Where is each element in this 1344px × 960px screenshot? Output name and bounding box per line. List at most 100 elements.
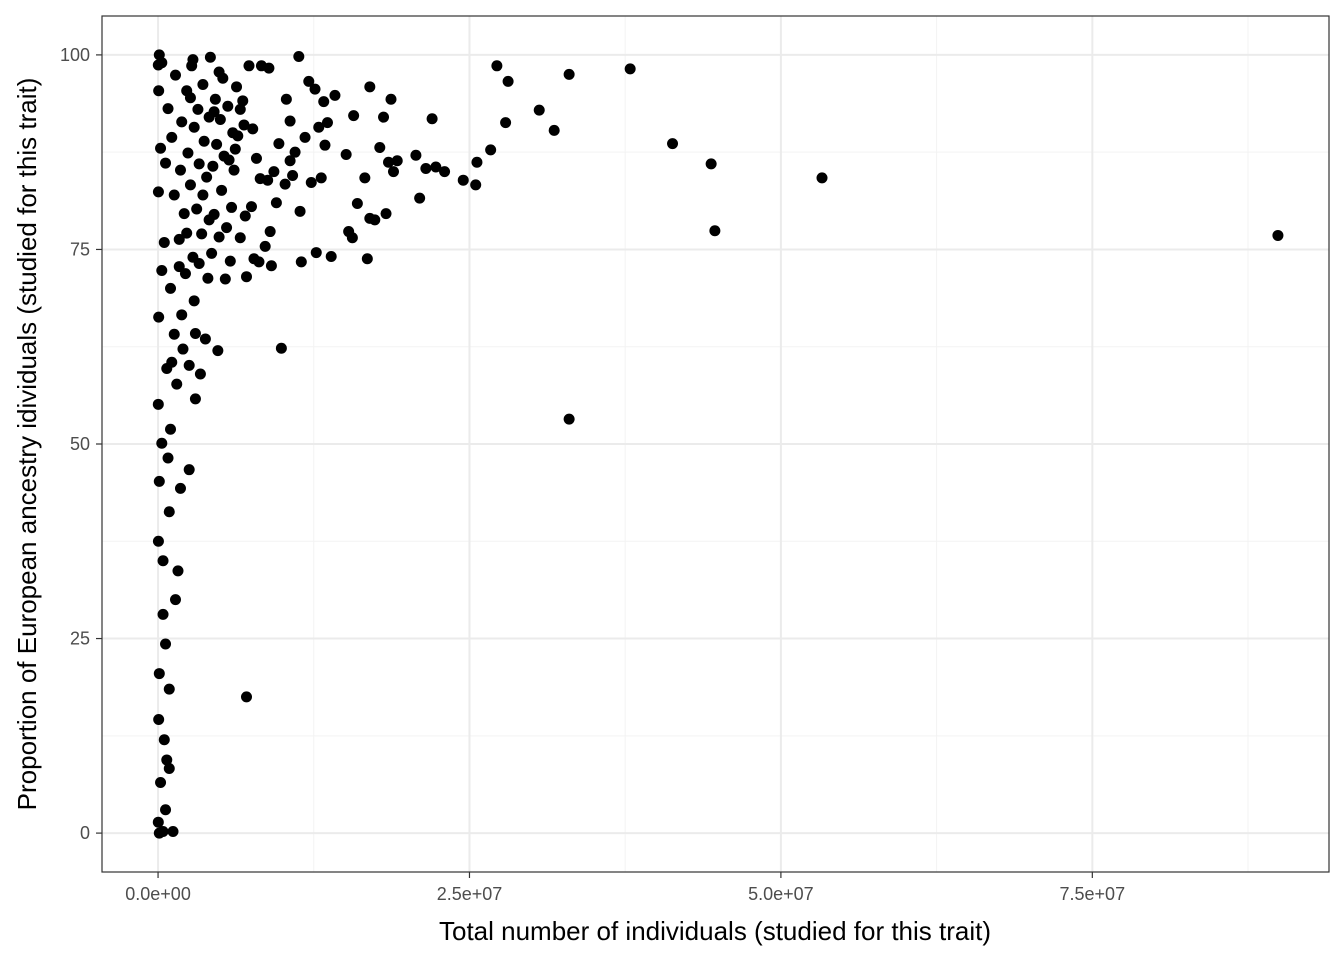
data-point [287, 170, 299, 182]
data-point [193, 257, 205, 269]
data-point [196, 228, 208, 240]
x-tick-label: 0.0e+00 [125, 884, 191, 904]
data-point [152, 816, 164, 828]
data-point [243, 60, 255, 72]
data-point [387, 166, 399, 178]
data-point [414, 192, 426, 204]
x-tick-label: 2.5e+07 [437, 884, 503, 904]
data-point [156, 264, 168, 276]
data-point [152, 535, 164, 547]
data-point [299, 131, 311, 143]
data-point [152, 186, 164, 198]
data-point [294, 205, 306, 217]
data-point [189, 327, 201, 339]
data-point [211, 138, 223, 150]
data-point [165, 282, 177, 294]
data-point [222, 100, 234, 112]
data-point [471, 156, 483, 168]
y-tick-label: 75 [70, 239, 90, 259]
y-tick-label: 100 [60, 45, 90, 65]
y-tick-label: 50 [70, 434, 90, 454]
data-point [156, 437, 168, 449]
data-point [667, 138, 679, 150]
data-point [152, 398, 164, 410]
data-point [208, 106, 220, 118]
data-point [705, 158, 717, 170]
data-point [385, 93, 397, 105]
data-point [378, 111, 390, 123]
data-point [174, 482, 186, 494]
data-point [169, 594, 181, 606]
data-point [228, 164, 240, 176]
data-point [348, 110, 360, 122]
data-point [224, 255, 236, 267]
data-point [153, 668, 165, 680]
data-point [273, 138, 285, 150]
data-point [168, 189, 180, 201]
data-point [325, 250, 337, 262]
data-point [187, 54, 199, 66]
data-points [152, 49, 1284, 839]
data-point [153, 475, 165, 487]
data-point [182, 147, 194, 159]
data-point [229, 143, 241, 155]
data-point [430, 161, 442, 173]
data-point [153, 49, 165, 61]
minor-grid [102, 16, 1329, 872]
y-axis-title: Proportion of European ancestry idividua… [12, 78, 42, 811]
data-point [374, 142, 386, 154]
data-point [168, 328, 180, 340]
data-point [275, 342, 287, 354]
x-axis-ticks: 0.0e+00 2.5e+07 5.0e+07 7.5e+07 [125, 872, 1125, 904]
data-point [318, 96, 330, 108]
data-point [310, 247, 322, 259]
data-point [624, 63, 636, 75]
data-point [321, 117, 333, 129]
data-point [359, 172, 371, 184]
data-point [158, 236, 170, 248]
data-point [502, 75, 514, 87]
data-point [173, 261, 185, 273]
data-point [343, 226, 355, 238]
data-point [166, 131, 178, 143]
data-point [204, 51, 216, 63]
data-point [163, 683, 175, 695]
data-point [284, 155, 296, 167]
data-point [351, 198, 363, 210]
data-point [315, 172, 327, 184]
data-point [226, 201, 238, 213]
data-point [313, 121, 325, 133]
data-point [201, 171, 213, 183]
data-point [237, 95, 249, 107]
y-tick-label: 25 [70, 629, 90, 649]
data-point [162, 103, 174, 115]
data-point [240, 691, 252, 703]
data-point [199, 333, 211, 345]
data-point [234, 103, 246, 115]
data-point [203, 214, 215, 226]
data-point [227, 127, 239, 139]
data-point [152, 59, 164, 71]
data-point [172, 565, 184, 577]
data-point [153, 713, 165, 725]
data-point [500, 117, 512, 129]
data-point [248, 253, 260, 265]
data-point [176, 116, 188, 128]
y-axis-ticks: 0 25 50 75 100 [60, 45, 102, 843]
data-point [165, 423, 177, 435]
data-point [279, 178, 291, 190]
data-point [214, 113, 226, 125]
data-point [293, 50, 305, 62]
data-point [177, 343, 189, 355]
data-point [231, 81, 243, 93]
data-point [223, 154, 235, 166]
data-point [166, 356, 178, 368]
data-point [247, 123, 259, 135]
data-point [491, 60, 503, 72]
data-point [439, 166, 451, 178]
data-point [188, 121, 200, 133]
data-point [245, 201, 257, 213]
data-point [305, 177, 317, 189]
data-point [284, 115, 296, 127]
data-point [169, 69, 181, 81]
